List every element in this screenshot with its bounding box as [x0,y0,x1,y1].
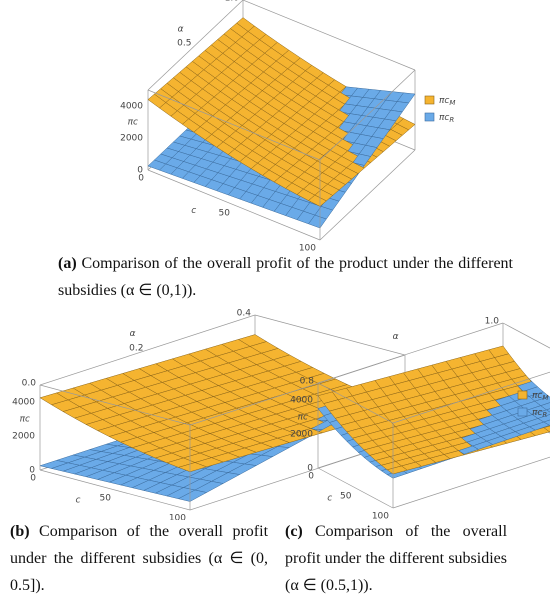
caption-text: Comparison of the overall profit under t… [285,523,508,594]
caption-tag: (c) [285,523,303,540]
box-edge [147,169,321,241]
legend-main: πc [439,113,449,123]
legend-label: πcR [439,113,454,125]
alpha-tick-label: 0.8 [300,377,315,387]
caption-a: (a) Comparison of the overall profit of … [58,250,513,304]
c-tick-label: 100 [299,244,316,254]
alpha-tick-label: 1.0 [485,317,500,327]
box-edge [317,382,394,424]
box-edge [147,89,321,161]
legend-label: πcM [532,391,548,403]
profit-axis-label: πc [20,415,30,425]
box-edge [319,69,416,161]
alpha-tick-label: 0.0 [22,379,37,389]
surface-cell [386,465,408,475]
caption-c: (c) Comparison of the overall profit und… [285,518,507,599]
legend-swatch [424,95,435,105]
figure: 0.51.0α400020000πc050100cπcMπcR0.00.20.4… [12,0,550,521]
c-axis-label: c [76,496,81,506]
box-edge [39,384,191,426]
alpha-tick-label: 0.2 [129,344,143,354]
alpha-tick-label: 1.0 [225,0,240,4]
legend-swatch [424,112,435,122]
legend-label: πcR [532,408,547,420]
profit-tick-label: 0 [29,466,35,476]
profit-tick-label: 4000 [290,396,313,406]
profit-tick-label: 4000 [120,102,143,112]
c-tick-label: 100 [372,512,389,521]
c-tick-label: 50 [100,494,112,504]
surface-cell [177,489,208,502]
profit-tick-label: 4000 [12,398,35,408]
alpha-axis-label: α [393,332,399,342]
profit-tick-label: 2000 [120,134,143,144]
box-edge [502,322,550,349]
legend-swatch [517,407,528,417]
caption-b: (b) Comparison of the overall profit und… [10,518,268,599]
caption-tag: (a) [58,255,77,272]
legend-sub: M [449,99,455,107]
legend-label: πcM [439,96,455,108]
legend-main: πc [439,96,449,106]
c-tick-label: 100 [169,514,186,521]
alpha-axis-label: α [130,329,136,339]
surface-plot: 0.8 1.0 α 4000 2000 0 πc 0 50 100 c [290,317,550,521]
legend-sub: M [542,394,548,402]
c-axis-label: c [327,494,332,504]
profit-tick-label: 2000 [12,432,35,442]
c-tick-label: 0 [138,174,144,184]
alpha-tick-label: 0.5 [177,39,191,49]
surface-cell [308,194,327,207]
legend-swatch [517,390,528,400]
profit-tick-label: 2000 [290,430,313,440]
surface-plot: 0.5 1.0 α 4000 2000 0 πc 0 50 100 c [120,0,416,254]
profit-tick-label: 0 [307,464,313,474]
c-tick-label: 50 [219,209,231,219]
surface-cell [177,462,208,473]
c-tick-label: 0 [308,472,314,482]
legend-sub: R [542,411,547,419]
box-edge [317,467,394,509]
profit-axis-label: πc [128,118,138,128]
profit-tick-label: 0 [137,166,143,176]
caption-tag: (b) [10,523,30,540]
box-edge [147,0,244,91]
profit-axis-label: πc [298,413,308,423]
surface-cell [308,214,327,229]
alpha-axis-label: α [178,25,184,35]
box-edge [392,456,550,509]
box-edge [319,149,416,241]
c-tick-label: 0 [30,474,36,484]
box-edge [317,322,504,384]
box-edge [392,371,550,424]
alpha-tick-label: 0.4 [237,309,252,319]
legend-main: πc [532,408,542,418]
legend-main: πc [532,391,542,401]
box-edge [39,314,256,386]
box-edge [242,0,416,71]
legend-sub: R [449,116,454,124]
c-axis-label: c [191,206,196,216]
c-tick-label: 50 [340,492,352,502]
caption-text: Comparison of the overall profit under t… [10,523,269,594]
box-edge [254,314,406,356]
box-edge [39,469,191,511]
caption-text: Comparison of the overall profit of the … [58,255,513,299]
